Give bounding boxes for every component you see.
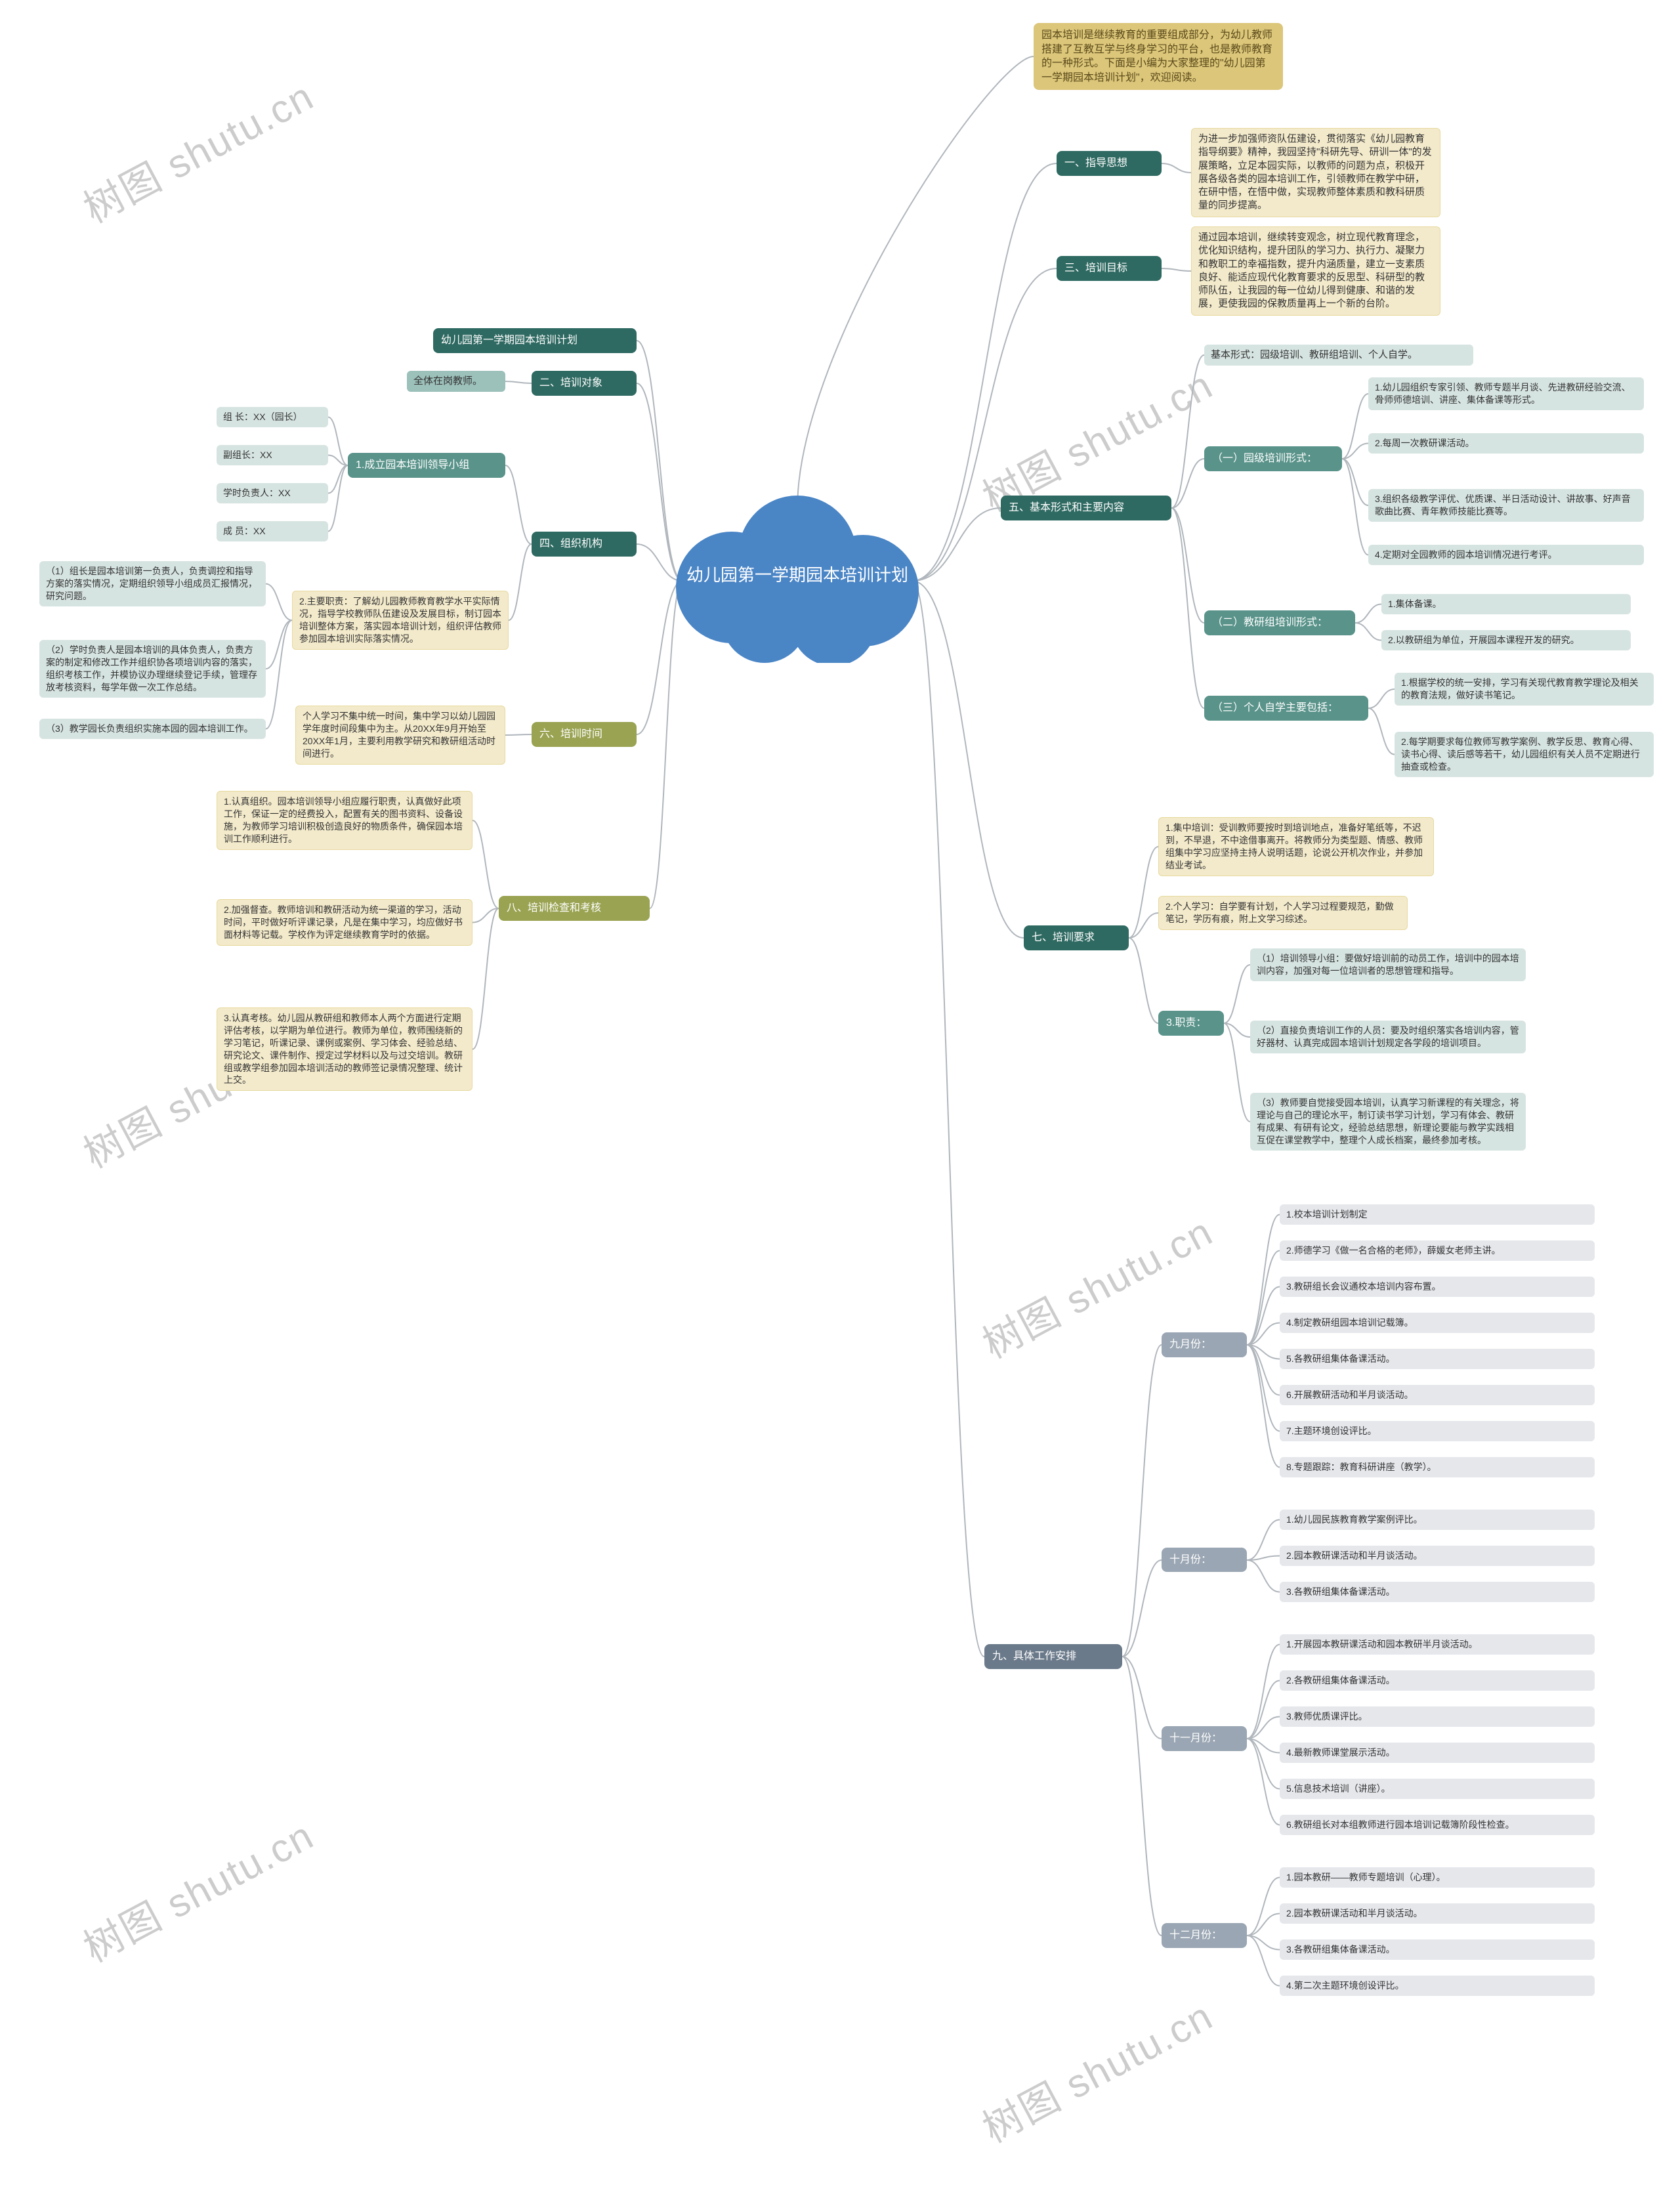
s9-item: 7.主题环境创设评比。: [1280, 1421, 1595, 1441]
s9-item: 2.师德学习《做一名合格的老师》，薛媛女老师主讲。: [1280, 1240, 1595, 1261]
s6-body: 个人学习不集中统一时间，集中学习以幼儿园园学年度时间段集中为主。从20XX年9月…: [295, 706, 505, 765]
s9-item: 1.开展园本教研课活动和园本教研半月谈活动。: [1280, 1634, 1595, 1655]
s9-month: 十月份：: [1162, 1548, 1247, 1573]
s9-item: 4.第二次主题环境创设评比。: [1280, 1976, 1595, 1996]
s1-body: 为进一步加强师资队伍建设，贯彻落实《幼儿园教育指导纲要》精神，我园坚持"科研先导…: [1191, 128, 1440, 217]
s7-item: 2.个人学习：自学要有计划，个人学习过程要规范，勤做笔记，学历有痕，附上文学习综…: [1158, 896, 1408, 930]
left-title: 幼儿园第一学期园本培训计划: [433, 328, 637, 353]
s4-duty-item: （1）组长是园本培训第一负责人，负责调控和指导方案的落实情况，定期组织领导小组成…: [39, 561, 266, 606]
watermark: 树图 shutu.cn: [72, 65, 322, 234]
s8-item: 2.加强督查。教师培训和教研活动为统一渠道的学习，活动时间，平时做好听评课记录，…: [217, 899, 472, 946]
intro-box: 园本培训是继续教育的重要组成部分，为幼儿教师搭建了互教互学与终身学习的平台，也是…: [1034, 23, 1283, 90]
s9-month: 十二月份：: [1162, 1923, 1247, 1948]
s5-m2: （二）教研组培训形式：: [1204, 610, 1355, 635]
s6-title: 六、培训时间: [532, 722, 637, 747]
s4-member: 组 长：XX（园长）: [217, 407, 328, 427]
s8-item: 3.认真考核。幼儿园从教研组和教师本人两个方面进行定期评估考核，以学期为单位进行…: [217, 1007, 472, 1091]
center-label: 幼儿园第一学期园本培训计划: [660, 563, 935, 587]
s9-item: 2.园本教研课活动和半月谈活动。: [1280, 1903, 1595, 1924]
s9-item: 3.教师优质课评比。: [1280, 1706, 1595, 1727]
s5-m1-item: 2.每周一次教研课活动。: [1368, 433, 1644, 454]
s7-duties: 3.职责：: [1158, 1011, 1224, 1036]
s9-item: 4.最新教师课堂展示活动。: [1280, 1743, 1595, 1763]
watermark: 树图 shutu.cn: [72, 1804, 322, 1974]
s9-item: 1.幼儿园民族教育教学案例评比。: [1280, 1510, 1595, 1530]
s9-item: 8.专题跟踪：教育科研讲座（教学）。: [1280, 1457, 1595, 1477]
s9-item: 5.各教研组集体备课活动。: [1280, 1349, 1595, 1369]
s9-month: 十一月份：: [1162, 1726, 1247, 1751]
s5-m3-item: 2.每学期要求每位教师写教学案例、教学反思、教育心得、读书心得、读后感等若干，幼…: [1395, 732, 1654, 777]
s7-title: 七、培训要求: [1024, 925, 1129, 950]
s7-item: 1.集中培训：受训教师要按时到培训地点，准备好笔纸等，不迟到，不早退，不中途借事…: [1158, 817, 1434, 876]
s4-member: 副组长：XX: [217, 445, 328, 465]
mindmap-stage: 树图 shutu.cn 树图 shutu.cn 树图 shutu.cn 树图 s…: [0, 0, 1680, 2202]
s9-item: 2.各教研组集体备课活动。: [1280, 1670, 1595, 1691]
s4-title: 四、组织机构: [532, 532, 637, 557]
s4-member: 学时负责人：XX: [217, 483, 328, 503]
s3-body: 通过园本培训，继续转变观念，树立现代教育理念，优化知识结构，提升团队的学习力、执…: [1191, 226, 1440, 316]
s9-item: 5.信息技术培训（讲座）。: [1280, 1779, 1595, 1799]
s1-title: 一、指导思想: [1057, 151, 1162, 176]
s8-title: 八、培训检查和考核: [499, 896, 650, 921]
s5-basic: 基本形式：园级培训、教研组培训、个人自学。: [1204, 345, 1473, 366]
s9-month: 九月份：: [1162, 1332, 1247, 1357]
s9-item: 6.教研组长对本组教师进行园本培训记载簿阶段性检查。: [1280, 1815, 1595, 1835]
s5-m1-item: 1.幼儿园组织专家引领、教师专题半月谈、先进教研经验交流、骨师师德培训、讲座、集…: [1368, 377, 1644, 410]
s5-m2-item: 2.以教研组为单位，开展园本课程开发的研究。: [1381, 630, 1631, 650]
s9-item: 3.各教研组集体备课活动。: [1280, 1582, 1595, 1602]
watermark: 树图 shutu.cn: [971, 1985, 1221, 2154]
s5-m1-item: 4.定期对全园教师的园本培训情况进行考评。: [1368, 545, 1644, 565]
s5-m1-item: 3.组织各级教学评优、优质课、半日活动设计、讲故事、好声音歌曲比赛、青年教师技能…: [1368, 489, 1644, 522]
s5-m3-item: 1.根据学校的统一安排，学习有关现代教育教学理论及相关的教育法规，做好读书笔记。: [1395, 673, 1654, 706]
s9-item: 6.开展教研活动和半月谈活动。: [1280, 1385, 1595, 1405]
s5-m3: （三）个人自学主要包括：: [1204, 696, 1368, 721]
s9-item: 1.园本教研——教师专题培训（心理）。: [1280, 1867, 1595, 1888]
s4-duties: 2.主要职责：了解幼儿园教师教育教学水平实际情况，指导学校教师队伍建设及发展目标…: [292, 591, 509, 650]
s2-body: 全体在岗教师。: [407, 371, 505, 392]
s4-duty-item: （3）教学园长负责组织实施本园的园本培训工作。: [39, 719, 266, 739]
s9-item: 4.制定教研组园本培训记载簿。: [1280, 1313, 1595, 1333]
s9-item: 1.校本培训计划制定: [1280, 1204, 1595, 1225]
s4-member: 成 员：XX: [217, 521, 328, 541]
s9-item: 3.各教研组集体备课活动。: [1280, 1939, 1595, 1960]
s7-duty-item: （1）培训领导小组：要做好培训前的动员工作，培训中的园本培训内容，加强对每一位培…: [1250, 948, 1526, 981]
s5-title: 五、基本形式和主要内容: [1001, 496, 1171, 520]
s3-title: 三、培训目标: [1057, 256, 1162, 281]
s9-item: 3.教研组长会议通校本培训内容布置。: [1280, 1277, 1595, 1297]
s2-title: 二、培训对象: [532, 371, 637, 396]
s4-group: 1.成立园本培训领导小组: [348, 453, 505, 478]
s5-m1: （一）园级培训形式：: [1204, 446, 1342, 471]
s9-item: 2.园本教研课活动和半月谈活动。: [1280, 1546, 1595, 1566]
s7-duty-item: （2）直接负责培训工作的人员：要及时组织落实各培训内容，管好器材、认真完成园本培…: [1250, 1021, 1526, 1053]
s4-duty-item: （2）学时负责人是园本培训的具体负责人，负责方案的制定和修改工作并组织协各项培训…: [39, 640, 266, 698]
s8-item: 1.认真组织。园本培训领导小组应履行职责，认真做好此项工作，保证一定的经费投入，…: [217, 791, 472, 850]
s5-m2-item: 1.集体备课。: [1381, 594, 1631, 614]
center-node: 幼儿园第一学期园本培训计划: [660, 492, 935, 663]
s9-title: 九、具体工作安排: [984, 1644, 1122, 1669]
s7-duty-item: （3）教师要自觉接受园本培训，认真学习新课程的有关理念，将理论与自己的理论水平，…: [1250, 1093, 1526, 1151]
